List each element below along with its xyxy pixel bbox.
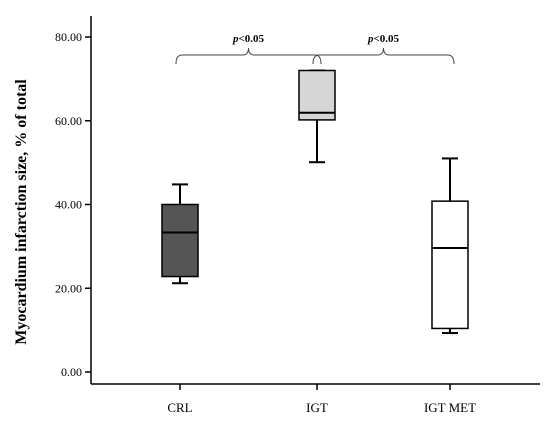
axes [90, 16, 540, 385]
boxes [161, 69, 469, 335]
p-value-label: p<0.05 [232, 33, 265, 45]
y-tick-label: 40.00 [55, 198, 82, 212]
y-tick-label: 20.00 [55, 281, 82, 295]
bracket-line [175, 47, 322, 65]
box-igt [298, 69, 336, 164]
y-tick-label: 0.00 [61, 365, 82, 379]
significance-bracket: p<0.05 [175, 33, 322, 65]
iqr-box [161, 203, 199, 278]
x-tick-label: IGT [306, 400, 328, 415]
significance-annotations: p<0.05 p<0.05 [175, 33, 455, 65]
x-tick-label: IGT MET [424, 400, 476, 415]
significance-bracket: p<0.05 [312, 33, 455, 65]
y-tick-label: 60.00 [55, 114, 82, 128]
x-tick-label: CRL [167, 400, 192, 415]
bracket-line [312, 47, 455, 65]
y-axis-label: Myocardium infarction size, % of total [13, 79, 30, 345]
iqr-box [431, 200, 469, 330]
box-crl [161, 183, 199, 285]
y-ticks: 0.00 20.00 40.00 60.00 80.00 [55, 30, 91, 379]
x-ticks: CRL IGT IGT MET [167, 384, 476, 415]
box-igt-met [431, 157, 469, 335]
iqr-box [298, 69, 336, 121]
p-value-label: p<0.05 [367, 33, 400, 45]
y-tick-label: 80.00 [55, 30, 82, 44]
